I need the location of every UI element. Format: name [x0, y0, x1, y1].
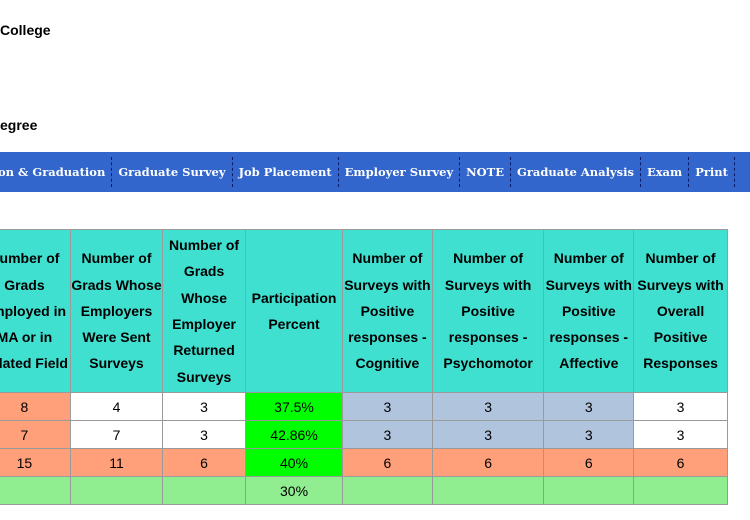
col-header-employers-sent: Number of Grads Whose Employers Were Sen…: [69, 229, 164, 393]
college-title: College: [0, 22, 51, 38]
nav-admission-graduation[interactable]: on & Graduation: [0, 157, 113, 187]
table-cell: 6: [431, 448, 545, 477]
table-cell: 4: [69, 392, 164, 421]
table-row: 30%: [0, 476, 728, 505]
degree-title: egree: [0, 117, 38, 133]
table-cell: 3: [633, 392, 728, 421]
employer-survey-table: Number of Grads Employed in MA or in Rel…: [0, 229, 728, 505]
table-cell: 8: [0, 392, 71, 421]
nav-graduate-analysis[interactable]: Graduate Analysis: [511, 157, 641, 187]
nav-bar: on & Graduation Graduate Survey Job Plac…: [0, 152, 750, 192]
col-header-employed: Number of Grads Employed in MA or in Rel…: [0, 229, 71, 393]
nav-employer-survey[interactable]: Employer Survey: [339, 157, 461, 187]
table-cell: 3: [543, 420, 635, 449]
col-header-participation: Participation Percent: [244, 229, 344, 393]
header-row: Number of Grads Employed in MA or in Rel…: [0, 229, 728, 393]
table-cell: [543, 476, 635, 505]
table-cell: 3: [162, 392, 246, 421]
col-header-psychomotor: Number of Surveys with Positive response…: [431, 229, 545, 393]
table-cell: 3: [431, 392, 545, 421]
table-cell: 7: [69, 420, 164, 449]
table-cell: [162, 476, 246, 505]
col-header-affective: Number of Surveys with Positive response…: [543, 229, 635, 393]
table-cell: 30%: [244, 476, 344, 505]
nav-graduate-survey[interactable]: Graduate Survey: [112, 157, 233, 187]
table-cell: 15: [0, 448, 71, 477]
table-row: 8 4 3 37.5% 3 3 3 3: [0, 392, 728, 421]
table-cell: 11: [69, 448, 164, 477]
table-cell: 6: [162, 448, 246, 477]
table-cell: 3: [431, 420, 545, 449]
nav-print[interactable]: Print: [689, 157, 735, 187]
table-cell: 3: [543, 392, 635, 421]
table-cell: [342, 476, 433, 505]
table-cell: [633, 476, 728, 505]
table-cell: 7: [0, 420, 71, 449]
table-cell: 3: [342, 420, 433, 449]
nav-exam[interactable]: Exam: [641, 157, 690, 187]
col-header-overall: Number of Surveys with Overall Positive …: [633, 229, 728, 393]
table-cell: 42.86%: [244, 420, 344, 449]
nav-note[interactable]: NOTE: [460, 157, 512, 187]
table-cell: 40%: [244, 448, 344, 477]
col-header-employer-returned: Number of Grads Whose Employer Returned …: [162, 229, 246, 393]
table-cell: [69, 476, 164, 505]
table-cell: 6: [633, 448, 728, 477]
table-cell: 3: [162, 420, 246, 449]
table-cell: 6: [543, 448, 635, 477]
data-table-viewport: Number of Grads Employed in MA or in Rel…: [0, 229, 750, 520]
table-cell: 6: [342, 448, 433, 477]
table-cell: [0, 476, 71, 505]
table-cell: [431, 476, 545, 505]
table-row: 7 7 3 42.86% 3 3 3 3: [0, 420, 728, 449]
table-cell: 3: [633, 420, 728, 449]
table-cell: 3: [342, 392, 433, 421]
nav-job-placement[interactable]: Job Placement: [233, 157, 339, 187]
table-cell: 37.5%: [244, 392, 344, 421]
col-header-cognitive: Number of Surveys with Positive response…: [342, 229, 433, 393]
table-row: 15 11 6 40% 6 6 6 6: [0, 448, 728, 477]
